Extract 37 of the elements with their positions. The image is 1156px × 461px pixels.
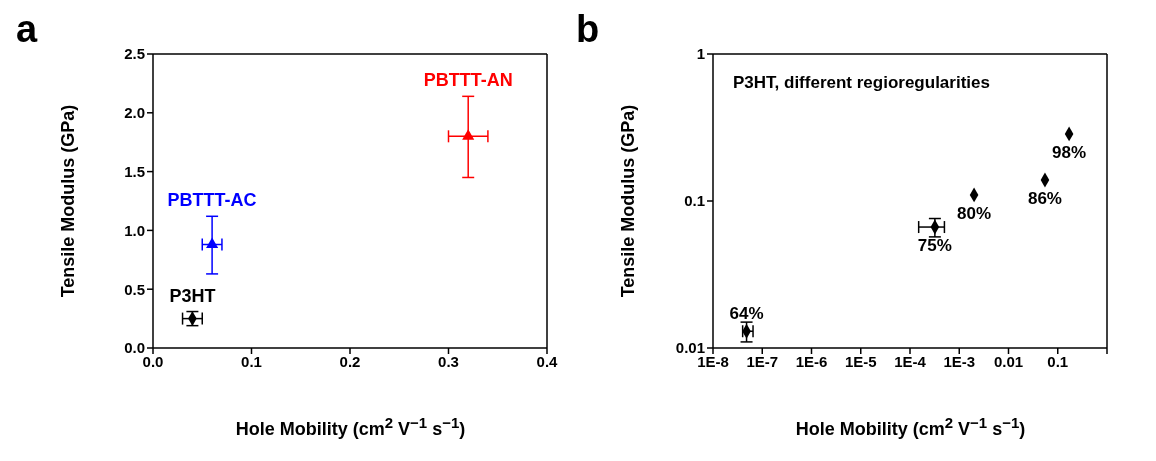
y-tick-label: 0.0	[124, 339, 145, 357]
x-tick-label: 1E-6	[795, 352, 828, 370]
chart-title: b	[576, 8, 600, 51]
annotation: 64%	[729, 304, 764, 324]
series-label: P3HT	[169, 285, 216, 306]
y-axis-title: Tensile Modulus (GPa)	[57, 104, 79, 297]
y-tick-label: 2.0	[124, 104, 145, 122]
x-axis-title: Hole Mobility (cm$^{2}$ V$^{−1}$ s$^{−1}$)	[794, 414, 1027, 440]
annotation: 86%	[1027, 189, 1062, 209]
chart-title: a	[16, 8, 38, 51]
text: PBTTT-AN	[423, 70, 513, 91]
x-axis-title: Hole Mobility (cm$^{2}$ V$^{−1}$ s$^{−1}$)	[234, 414, 467, 440]
y-tick-label: 1.0	[124, 221, 145, 239]
text: PBTTT-AC	[167, 190, 257, 211]
annotation: 98%	[1052, 142, 1087, 162]
annotation: 75%	[917, 236, 952, 256]
x-tick-label: 1E-3	[943, 352, 976, 370]
annotation: 80%	[957, 203, 992, 223]
y-tick-label: 1	[696, 45, 705, 63]
point	[462, 129, 475, 140]
y-tick-label: 0.1	[684, 192, 705, 210]
y-tick-label: 1.5	[124, 162, 145, 180]
y-tick-label: 2.5	[124, 45, 145, 63]
annotation: P3HT, different regioregularities	[733, 73, 990, 93]
x-tick-label: 1E-5	[844, 352, 877, 370]
x-tick-label: 1E-7	[746, 352, 779, 370]
point	[206, 237, 219, 249]
x-tick-label: 0.2	[339, 352, 361, 370]
x-tick-label: 0.1	[241, 352, 262, 370]
y-axis-title: Tensile Modulus (GPa)	[617, 104, 639, 297]
x-tick-label: 0.3	[438, 352, 459, 370]
x-tick-label: 0.1	[1047, 352, 1069, 370]
x-tick-label: 0.4	[536, 352, 559, 370]
y-tick-label: 0.5	[124, 280, 145, 298]
x-tick-label: 0.0	[142, 352, 164, 370]
x-tick-label: 1E-4	[894, 352, 927, 370]
x-tick-label: 0.01	[993, 352, 1024, 370]
